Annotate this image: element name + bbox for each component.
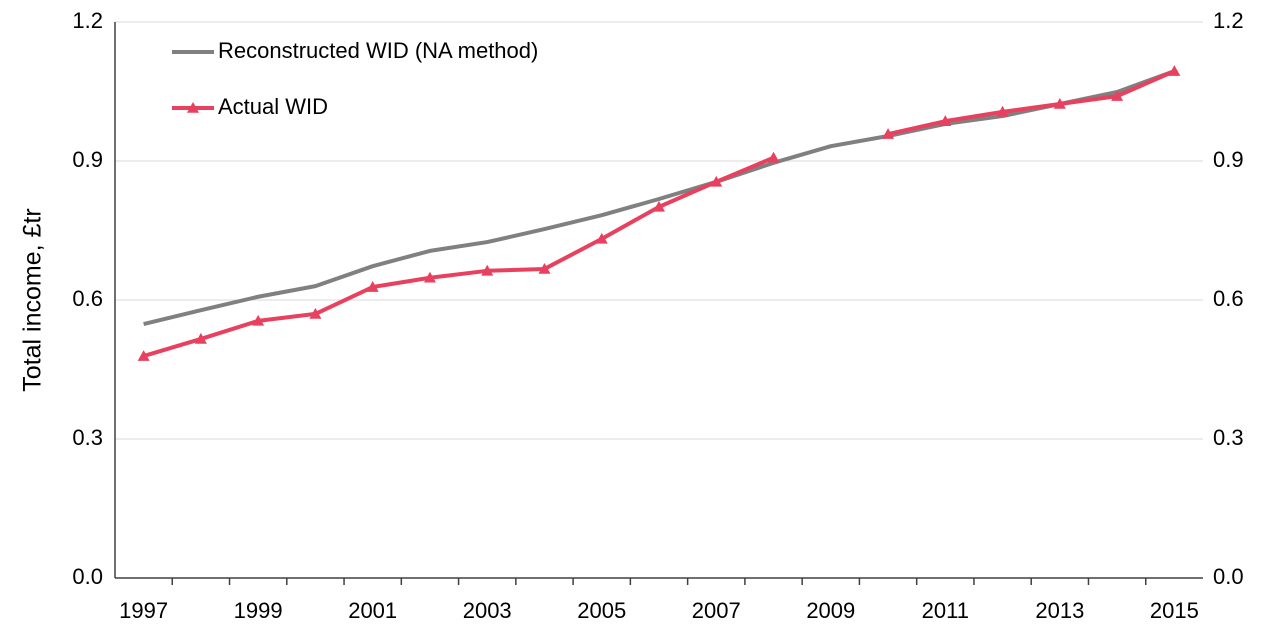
y-tick-label: 0.3: [72, 425, 103, 450]
legend-label: Reconstructed WID (NA method): [218, 38, 538, 63]
data-point: [882, 128, 895, 139]
x-tick-label: 2009: [806, 598, 855, 623]
data-point: [996, 105, 1009, 117]
data-point: [137, 350, 150, 361]
x-tick-label: 2011: [922, 598, 969, 623]
data-point: [252, 314, 265, 326]
y-tick-label: 0.0: [72, 564, 103, 589]
y-tick-label: 0.6: [72, 286, 103, 311]
data-point: [595, 232, 608, 244]
x-tick-label: 2005: [577, 598, 626, 623]
y2-tick-label: 0.3: [1213, 425, 1244, 450]
data-point: [194, 332, 207, 344]
x-tick-label: 2007: [692, 598, 741, 623]
x-tick-label: 2013: [1035, 598, 1084, 623]
data-point: [366, 281, 379, 292]
data-point: [710, 175, 723, 187]
data-point: [653, 200, 665, 212]
data-point: [1168, 65, 1181, 76]
legend-marker: [187, 102, 199, 113]
y-tick-label: 1.2: [72, 8, 103, 33]
x-tick-label: 2001: [348, 598, 397, 623]
legend-label: Actual WID: [218, 94, 328, 119]
x-tick-label: 1997: [119, 598, 168, 623]
y2-tick-label: 0.9: [1213, 147, 1244, 172]
series-line: [143, 69, 1176, 358]
data-point: [423, 271, 436, 283]
y2-tick-label: 0.0: [1213, 564, 1244, 589]
data-point: [481, 264, 494, 276]
x-tick-label: 2015: [1150, 598, 1199, 623]
x-tick-label: 2003: [463, 598, 512, 623]
data-point: [939, 115, 952, 126]
x-tick-label: 1999: [234, 598, 283, 623]
y2-tick-label: 0.6: [1213, 286, 1244, 311]
data-point: [538, 262, 551, 274]
data-point: [1111, 90, 1124, 101]
data-point: [1053, 98, 1066, 109]
data-point: [309, 307, 322, 319]
y-axis-label: Total income, £tr: [19, 208, 47, 391]
y-tick-label: 0.9: [72, 147, 103, 172]
y2-tick-label: 1.2: [1213, 8, 1244, 33]
data-point: [767, 151, 780, 163]
